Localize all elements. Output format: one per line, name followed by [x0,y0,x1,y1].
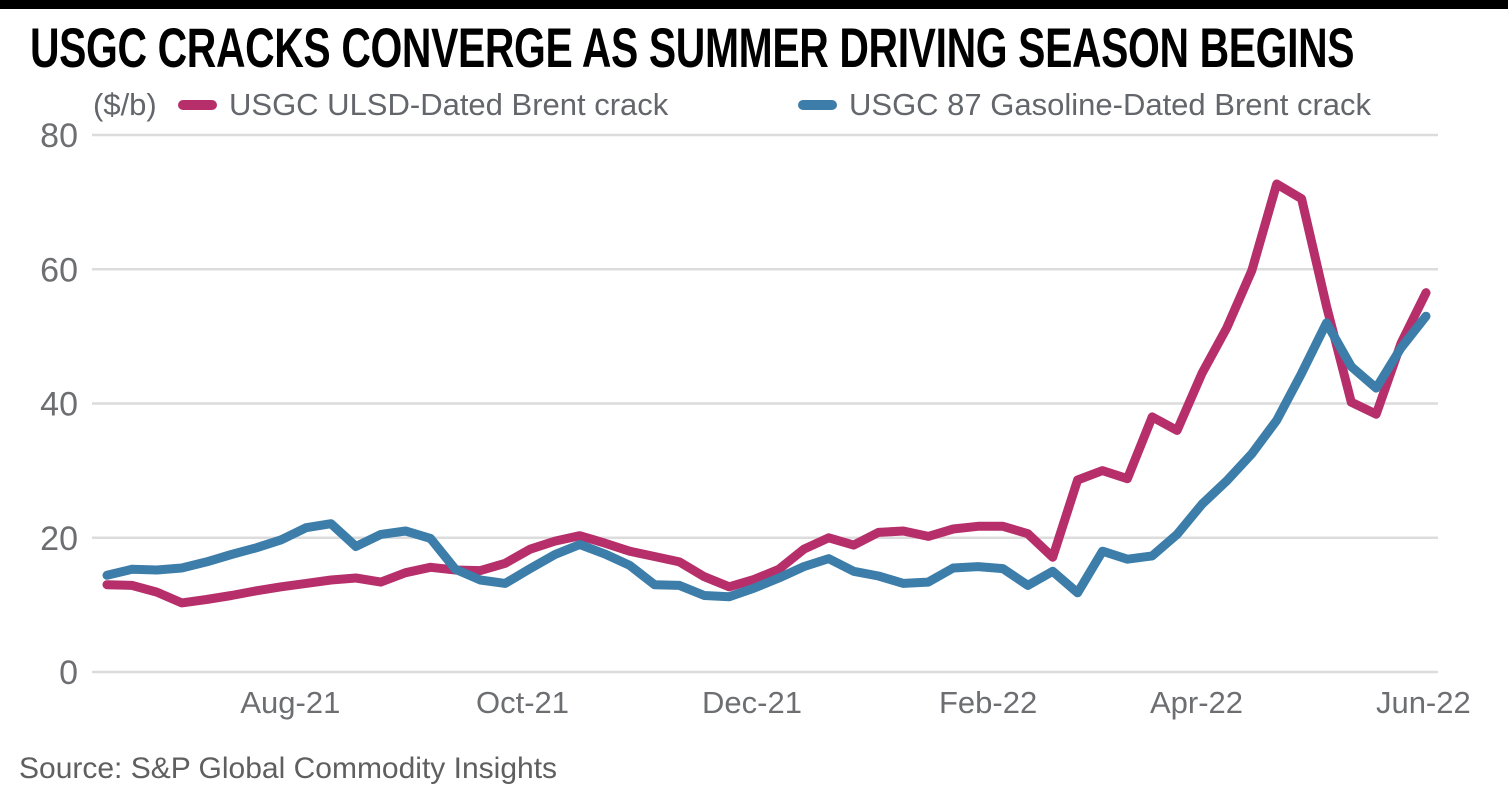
series-line-ulsd [102,179,1431,608]
crack-spread-line-chart: 0 20 40 60 80 Aug-21 Oct-21 Dec-21 Feb-22 Apr-22 J… [40,117,1471,720]
top-accent-bar [0,0,1508,9]
legend-label-gasoline: USGC 87 Gasoline-Dated Brent crack [849,87,1372,122]
legend-item-gasoline: USGC 87 Gasoline-Dated Brent crack [798,86,1371,124]
x-tick-label: Apr-22 [1150,685,1243,720]
source-attribution: Source: S&P Global Commodity Insights [19,752,558,785]
y-tick-label: 60 [40,251,78,289]
y-tick-label: 0 [59,654,78,692]
legend-swatch-ulsd [178,100,217,110]
x-tick-label: Dec-21 [702,685,802,720]
x-tick-label: Jun-22 [1376,685,1471,720]
line-chart-area: 0 20 40 60 80 Aug-21 Oct-21 Dec-21 Feb-22 Apr-22 J… [0,117,1508,760]
legend-item-ulsd: USGC ULSD-Dated Brent crack [178,86,668,124]
x-tick-label: Oct-21 [476,685,569,720]
legend-swatch-gasoline [798,100,837,110]
x-tick-label: Aug-21 [240,685,340,720]
x-tick-label: Feb-22 [939,685,1037,720]
y-tick-label: 20 [40,520,78,558]
y-tick-label: 80 [40,120,78,155]
series-line-gasoline [102,311,1431,602]
y-tick-label: 40 [40,386,78,424]
chart-title: USGC CRACKS CONVERGE AS SUMMER DRIVING S… [30,16,1355,79]
legend-label-ulsd: USGC ULSD-Dated Brent crack [229,87,669,122]
y-axis-unit-label: ($/b) [93,87,157,122]
